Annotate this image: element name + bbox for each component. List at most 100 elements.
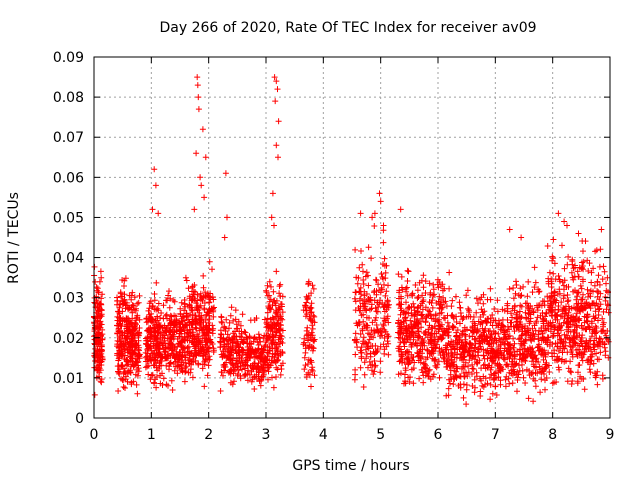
x-tick-label: 1 [147, 427, 156, 443]
data-point [273, 308, 279, 315]
data-point [94, 285, 101, 292]
data-point [186, 319, 193, 326]
data-point [398, 295, 405, 302]
data-point [359, 325, 366, 332]
data-point [522, 380, 529, 386]
data-point [265, 362, 272, 369]
data-point [592, 370, 598, 377]
data-point [269, 353, 276, 360]
data-point [243, 334, 250, 341]
data-point [149, 303, 156, 310]
data-point [559, 242, 565, 249]
data-point [376, 287, 383, 294]
data-point [268, 357, 275, 364]
data-point [532, 279, 539, 286]
data-point [473, 309, 480, 316]
data-point [303, 311, 310, 318]
data-point [474, 326, 481, 333]
data-point [471, 376, 478, 383]
data-point [304, 324, 311, 331]
data-point [277, 281, 284, 288]
data-point [176, 352, 183, 359]
data-point [447, 380, 453, 387]
data-point [603, 287, 610, 294]
data-point [518, 303, 525, 310]
data-point [204, 309, 211, 316]
data-point [499, 339, 506, 346]
data-point [303, 299, 310, 306]
axis-ticks: 0 1 2 3 4 5 6 7 8 9 0 0.01 0.02 0.03 0.04 0.05 0.06 0.07 0… [53, 50, 615, 443]
data-point [264, 282, 271, 289]
data-point [532, 377, 539, 384]
data-point [447, 362, 454, 369]
data-point [574, 268, 581, 275]
data-point [310, 285, 317, 292]
data-point [401, 359, 408, 366]
data-point [279, 360, 286, 367]
data-point [364, 272, 371, 279]
data-point [242, 371, 249, 378]
data-point [565, 253, 572, 260]
data-point [549, 333, 556, 340]
data-point [308, 357, 314, 364]
data-point [594, 356, 601, 363]
data-point [351, 376, 358, 383]
data-point [189, 283, 196, 290]
data-point [597, 290, 604, 297]
data-point [275, 343, 282, 350]
data-point [221, 234, 228, 241]
data-point [126, 348, 133, 355]
data-point [409, 290, 416, 297]
y-tick-label: 0.09 [53, 50, 84, 66]
data-point [148, 326, 155, 333]
data-point [597, 336, 604, 342]
data-point [402, 367, 409, 374]
data-point [502, 333, 509, 340]
data-point [569, 274, 576, 281]
data-point [448, 338, 455, 345]
data-point [308, 305, 315, 311]
data-point [182, 344, 188, 351]
data-point [155, 320, 162, 326]
data-point [501, 347, 508, 354]
data-point [270, 384, 277, 391]
data-point [384, 313, 391, 320]
data-point [562, 310, 569, 317]
data-point [236, 344, 243, 351]
data-point [530, 330, 537, 337]
data-point [91, 350, 98, 357]
data-point [511, 362, 518, 368]
data-point [599, 276, 606, 283]
data-point [583, 337, 590, 344]
data-point [414, 309, 421, 316]
data-point [151, 291, 158, 297]
data-point [514, 319, 521, 326]
data-point [275, 118, 282, 125]
data-point [550, 270, 557, 277]
data-point [539, 334, 546, 341]
data-point [486, 362, 493, 369]
data-point [171, 353, 178, 360]
data-point [209, 266, 215, 273]
data-point [98, 295, 105, 302]
data-point [367, 350, 374, 357]
data-point [571, 327, 578, 334]
data-point [381, 255, 388, 262]
data-point [549, 380, 556, 387]
data-point [489, 336, 495, 343]
data-point [442, 346, 449, 353]
data-point [461, 324, 468, 331]
data-point [469, 371, 475, 377]
data-point [363, 291, 370, 297]
data-point [457, 304, 464, 311]
data-point [360, 268, 366, 275]
data-point [353, 339, 360, 346]
data-point [588, 279, 595, 286]
data-point [479, 325, 486, 332]
data-point [398, 273, 405, 280]
data-point [273, 358, 280, 364]
data-point [432, 338, 439, 345]
data-point [556, 322, 563, 329]
data-point [279, 349, 286, 355]
data-point [234, 339, 241, 345]
